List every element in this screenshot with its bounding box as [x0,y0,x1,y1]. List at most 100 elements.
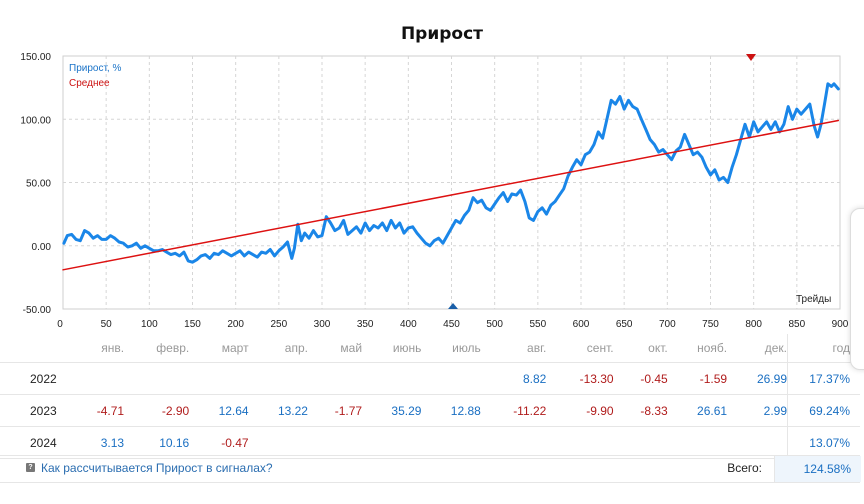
y-tick-label: 0.00 [32,242,52,253]
row-total: 17.37% [787,362,860,395]
month-value [727,426,788,459]
month-value: 26.99 [727,362,788,395]
series-lines [62,82,840,271]
month-value [667,426,728,459]
month-value [421,426,481,459]
y-axis-ticks: 150.00 100.00 50.00 0.00 -50.00 [20,52,51,316]
month-header: окт. [613,334,668,363]
month-value: 35.29 [362,394,422,427]
month-header: апр. [248,334,308,363]
top-marker-icon [746,54,756,61]
x-axis-ticks: 0 50 100 150 200 250 300 350 400 450 500 550 600 650 7… [57,319,849,330]
grid [63,56,840,309]
month-value: -4.71 [70,394,125,427]
month-value: 13.22 [248,394,308,427]
month-value [124,362,190,395]
y-tick-label: 50.00 [26,179,51,190]
month-value: 2.99 [727,394,788,427]
month-header: февр. [124,334,190,363]
month-value [189,362,249,395]
month-value [480,426,547,459]
x-tick-label: 700 [659,319,676,330]
month-header: март [189,334,249,363]
month-value: 8.82 [480,362,547,395]
row-year: 2023 [0,394,70,427]
month-value: -0.45 [613,362,668,395]
month-value: 3.13 [70,426,125,459]
table-row: 2023 -4.71 -2.90 12.64 13.22 -1.77 35.29… [0,394,860,427]
x-tick-label: 600 [573,319,590,330]
x-tick-label: 450 [443,319,460,330]
x-tick-label: 550 [529,319,546,330]
month-header: май [307,334,363,363]
chart-title: Прирост [400,24,484,44]
x-tick-label: 200 [227,319,244,330]
row-year: 2022 [0,362,70,395]
month-value [248,426,308,459]
month-value: -13.30 [546,362,614,395]
month-value: -1.77 [307,394,363,427]
month-value [613,426,668,459]
x-tick-label: 50 [101,319,113,330]
legend-item-average: Среднее [69,78,110,89]
series-line-average [62,119,840,271]
month-value [362,426,422,459]
y-tick-label: -50.00 [23,305,52,316]
month-value: 12.88 [421,394,481,427]
month-header: янв. [70,334,125,363]
legend-item-growth: Прирост, % [69,63,122,74]
table-row: 2022 8.82 -13.30 -0.45 -1.59 26.99 17.37… [0,362,860,395]
x-tick-label: 900 [832,319,849,330]
monthly-table: янв. февр. март апр. май июнь июль авг. … [0,334,860,459]
month-header: июль [421,334,481,363]
footer: ? Как рассчитывается Прирост в сигналах?… [0,455,861,483]
x-tick-label: 850 [788,319,805,330]
month-header: авг. [480,334,547,363]
month-value: -8.33 [613,394,668,427]
row-year: 2024 [0,426,70,459]
x-tick-label: 350 [357,319,374,330]
legend: Прирост, % Среднее [69,61,121,91]
month-value: 26.61 [667,394,728,427]
question-icon[interactable]: ? [26,463,35,472]
month-value: 10.16 [124,426,190,459]
month-value [546,426,614,459]
bottom-marker-icon [448,303,458,309]
total-label: Всего: [727,461,762,475]
month-value [307,426,363,459]
x-tick-label: 650 [616,319,633,330]
month-value [248,362,308,395]
x-tick-label: 800 [745,319,762,330]
x-tick-label: 150 [184,319,201,330]
month-header: июнь [362,334,422,363]
month-value [70,362,125,395]
month-value: 12.64 [189,394,249,427]
month-value: -1.59 [667,362,728,395]
y-tick-label: 150.00 [20,52,51,63]
series-line-growth [62,82,840,264]
x-tick-label: 100 [141,319,158,330]
month-value [362,362,422,395]
month-value [307,362,363,395]
side-scroll-widget[interactable] [850,208,864,370]
month-value: -2.90 [124,394,190,427]
month-header: дек. [727,334,788,363]
x-tick-label: 300 [314,319,331,330]
month-header: сент. [546,334,614,363]
x-tick-label: 400 [400,319,417,330]
x-tick-label: 250 [270,319,287,330]
month-value: -9.90 [546,394,614,427]
month-value: -11.22 [480,394,547,427]
table-row: 2024 3.13 10.16 -0.47 13.07% [0,426,860,459]
year-header: год [787,334,860,363]
row-total: 69.24% [787,394,860,427]
x-tick-label: 500 [486,319,503,330]
table-header-row: янв. февр. март апр. май июнь июль авг. … [0,334,860,363]
month-value: -0.47 [189,426,249,459]
table-corner [0,334,70,363]
x-tick-label: 750 [702,319,719,330]
month-value [421,362,481,395]
help-link[interactable]: Как рассчитывается Прирост в сигналах? [41,461,273,475]
row-total: 13.07% [787,426,860,459]
y-tick-label: 100.00 [20,115,51,126]
